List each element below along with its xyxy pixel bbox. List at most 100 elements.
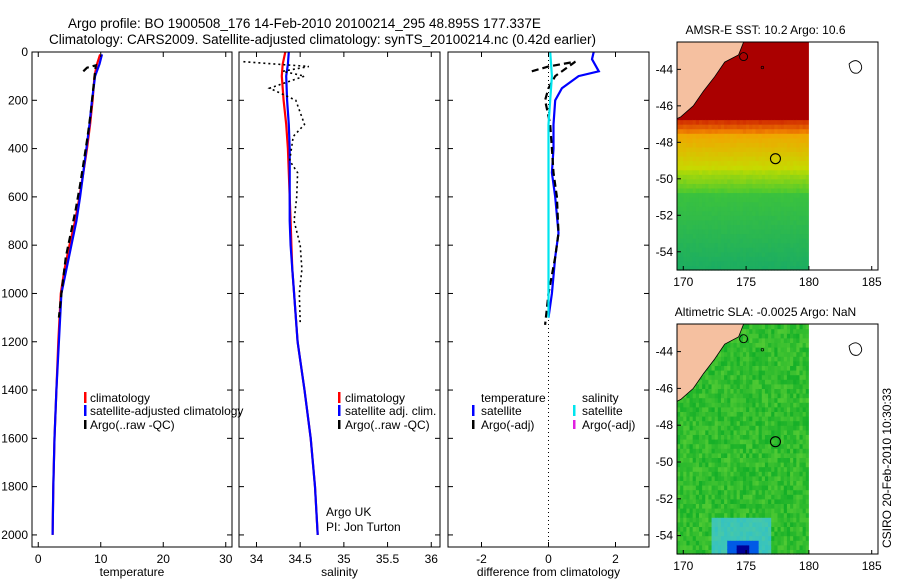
sla-map-cell bbox=[711, 544, 716, 550]
sst-map-cell bbox=[742, 187, 747, 194]
sst-map-cell bbox=[768, 165, 772, 171]
sla-map-cell bbox=[733, 443, 738, 449]
sla-map-cell bbox=[761, 462, 766, 468]
sla-map-cell bbox=[702, 466, 706, 472]
sla-map-cell bbox=[739, 429, 744, 435]
sla-map-cell bbox=[739, 517, 744, 523]
sst-map-cell bbox=[790, 60, 794, 66]
sst-map-cell bbox=[733, 92, 738, 98]
sla-map-cell bbox=[720, 517, 725, 523]
sla-map-cell bbox=[680, 480, 684, 486]
sla-map-cell bbox=[733, 351, 738, 357]
sla-map-cell bbox=[711, 517, 716, 523]
sla-map-cell bbox=[727, 393, 731, 399]
sst-map-cell bbox=[739, 260, 744, 267]
sla-map-cell bbox=[742, 531, 747, 537]
sla-map-cell bbox=[752, 370, 757, 376]
sla-map-cell bbox=[783, 374, 788, 380]
sla-map-cell bbox=[805, 420, 810, 426]
sla-map-cell bbox=[702, 503, 706, 509]
sst-map-cell bbox=[749, 197, 753, 203]
sst-map-cell bbox=[714, 247, 719, 253]
sst-map-cell bbox=[742, 114, 747, 121]
sst-map-title: AMSR-E SST: 10.2 Argo: 10.6 bbox=[685, 23, 845, 37]
sla-map-cell bbox=[774, 512, 779, 518]
sst-map-cell bbox=[761, 151, 766, 157]
sst-map-cell bbox=[733, 142, 738, 148]
sla-map-cell bbox=[786, 324, 791, 330]
sst-map-cell bbox=[783, 219, 788, 225]
sla-map-cell bbox=[680, 517, 684, 523]
sst-map-cell bbox=[786, 87, 791, 93]
sst-map-cell bbox=[758, 183, 763, 189]
sst-map-cell bbox=[727, 151, 731, 157]
sla-map-cell bbox=[680, 425, 684, 431]
sla-map-cell bbox=[736, 365, 741, 371]
sst-map-cell bbox=[736, 78, 741, 84]
sst-map-cell bbox=[739, 156, 744, 162]
sst-map-cell bbox=[768, 51, 772, 57]
sla-map-cell bbox=[799, 517, 804, 523]
sla-map-cell bbox=[695, 489, 700, 495]
sst-map-cell bbox=[786, 238, 791, 244]
sla-map-cell bbox=[677, 466, 681, 472]
sla-map-cell bbox=[695, 402, 700, 408]
sst-map-cell bbox=[771, 251, 775, 257]
sla-map-cell bbox=[683, 425, 688, 431]
sla-map-cell bbox=[786, 425, 791, 431]
sla-map-cell bbox=[790, 406, 794, 412]
sla-map-cell bbox=[777, 494, 782, 500]
sla-map-cell bbox=[786, 328, 791, 334]
sst-map-cell bbox=[695, 174, 700, 180]
sst-map-cell bbox=[711, 201, 716, 207]
sla-map-cell bbox=[689, 462, 694, 468]
sst-map-cell bbox=[793, 242, 797, 248]
sla-map-cell bbox=[761, 342, 766, 348]
sst-map-cell bbox=[752, 156, 757, 162]
csiro-side-label: CSIRO 20-Feb-2010 10:30:33 bbox=[880, 388, 894, 548]
sla-map-ytick-label: -48 bbox=[656, 418, 674, 432]
sst-map-cell bbox=[768, 146, 772, 153]
sla-map-cell bbox=[755, 489, 760, 495]
sst-map-cell bbox=[755, 201, 760, 207]
sst-map-cell bbox=[677, 219, 681, 225]
sla-map-cell bbox=[742, 443, 747, 449]
sla-map-cell bbox=[720, 466, 725, 472]
sst-map-cell bbox=[708, 238, 713, 244]
sla-map-cell bbox=[677, 429, 681, 435]
sst-map-cell bbox=[717, 183, 722, 189]
sst-map-cell bbox=[692, 137, 697, 143]
sla-map-cell bbox=[780, 512, 785, 518]
sla-map-cell bbox=[692, 503, 697, 509]
sst-map-cell bbox=[749, 146, 753, 153]
sst-map-cell bbox=[714, 78, 719, 84]
sst-map-cell bbox=[764, 233, 769, 239]
sst-map-cell bbox=[768, 183, 772, 189]
sla-map-cell bbox=[736, 466, 741, 472]
sst-map-cell bbox=[802, 64, 807, 70]
sst-map-cell bbox=[736, 228, 741, 235]
sla-map-cell bbox=[692, 402, 697, 408]
sla-map-cell bbox=[724, 549, 728, 555]
sst-map-cell bbox=[746, 224, 750, 230]
sla-map-cell bbox=[680, 526, 684, 532]
sla-map-cell bbox=[724, 416, 728, 422]
sst-map-cell bbox=[796, 192, 801, 198]
sla-map-cell bbox=[786, 351, 791, 357]
sla-map-cell bbox=[742, 337, 747, 343]
sst-map-cell bbox=[683, 151, 688, 157]
sla-map-cell bbox=[752, 448, 757, 454]
sla-map-cell bbox=[698, 402, 703, 408]
sla-map-cell bbox=[796, 429, 801, 435]
sla-map-cell bbox=[786, 397, 791, 403]
sst-map-cell bbox=[774, 55, 779, 61]
sst-map-cell bbox=[708, 210, 713, 216]
sla-map-cell bbox=[746, 406, 750, 412]
sst-map-cell bbox=[689, 192, 694, 198]
sst-map-cell bbox=[786, 160, 791, 166]
sst-map-cell bbox=[705, 224, 710, 230]
sla-map-cell bbox=[749, 342, 753, 348]
sst-map-cell bbox=[749, 238, 753, 244]
sst-map-cell bbox=[774, 174, 779, 180]
sst-map-cell bbox=[695, 201, 700, 207]
